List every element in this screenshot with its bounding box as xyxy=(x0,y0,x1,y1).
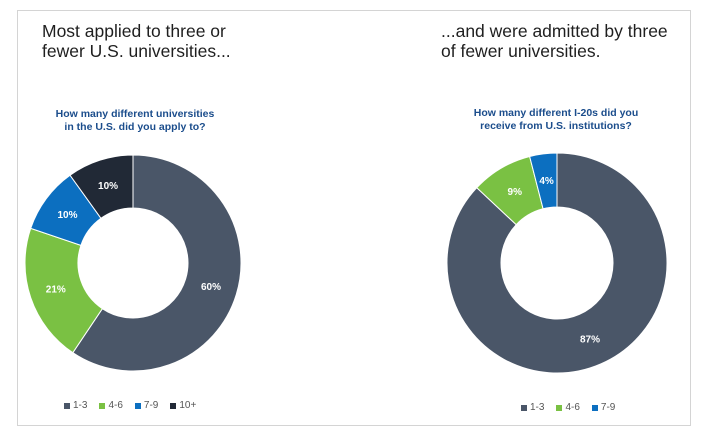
right-legend-item-4-6: 4-6 xyxy=(556,402,580,413)
left-headline: Most applied to three or fewer U.S. univ… xyxy=(42,21,231,61)
left-legend-label-10+: 10+ xyxy=(179,400,197,411)
left-question-line-2: in the U.S. did you apply to? xyxy=(64,121,206,133)
left-legend-label-4-6: 4-6 xyxy=(108,400,123,411)
left-slice-4-6 xyxy=(24,227,104,354)
right-question-line-1: How many different I-20s did you xyxy=(473,107,639,119)
right-headline-line-2: of fewer universities. xyxy=(441,41,601,61)
left-slice-label-10+: 10% xyxy=(98,181,118,192)
left-legend-label-1-3: 1-3 xyxy=(73,400,88,411)
left-headline-line-1: Most applied to three or xyxy=(42,21,226,41)
right-headline: ...and were admitted by three of fewer u… xyxy=(441,21,668,61)
left-legend-swatch-7-9 xyxy=(134,402,141,409)
right-question: How many different I-20s did you receive… xyxy=(440,107,672,133)
left-legend-label-7-9: 7-9 xyxy=(143,400,159,411)
left-question: How many different universities in the U… xyxy=(30,108,240,134)
right-legend: 1-3 4-6 7-9 xyxy=(521,402,615,413)
right-legend-swatch-7-9 xyxy=(591,404,598,411)
right-legend-label-1-3: 1-3 xyxy=(530,402,545,413)
right-legend-swatch-1-3 xyxy=(521,404,527,411)
right-legend-item-7-9: 7-9 xyxy=(591,402,616,413)
right-legend-item-1-3: 1-3 xyxy=(521,402,544,413)
right-slice-label-4-6: 9% xyxy=(508,187,523,198)
right-legend-label-7-9: 7-9 xyxy=(600,402,616,413)
left-headline-line-2: fewer U.S. universities... xyxy=(42,41,231,61)
left-legend-item-1-3: 1-3 xyxy=(64,400,87,411)
left-legend-swatch-1-3 xyxy=(64,402,70,409)
right-slice-1-3 xyxy=(446,152,668,374)
right-legend-swatch-4-6 xyxy=(556,404,563,411)
left-slice-label-7-9: 10% xyxy=(58,210,78,221)
left-slice-label-4-6: 21% xyxy=(46,285,66,296)
left-legend-item-4-6: 4-6 xyxy=(99,400,123,411)
right-legend-label-4-6: 4-6 xyxy=(565,402,580,413)
left-slice-label-1-3: 60% xyxy=(201,282,221,293)
left-slice-1-3 xyxy=(72,154,242,372)
left-legend: 1-3 4-6 7-9 10+ xyxy=(64,400,196,411)
left-legend-item-10+: 10+ xyxy=(170,400,196,411)
left-legend-swatch-4-6 xyxy=(99,402,106,409)
right-question-line-2: receive from U.S. institutions? xyxy=(480,120,632,132)
left-legend-item-7-9: 7-9 xyxy=(134,400,159,411)
right-slice-label-1-3: 87% xyxy=(580,335,600,346)
right-slice-label-7-9: 4% xyxy=(539,176,554,187)
left-legend-swatch-10+ xyxy=(170,402,177,409)
right-slice-7-9 xyxy=(529,152,558,210)
right-headline-line-1: ...and were admitted by three xyxy=(441,21,668,41)
left-slice-10+ xyxy=(69,154,134,220)
left-question-line-1: How many different universities xyxy=(55,108,215,120)
